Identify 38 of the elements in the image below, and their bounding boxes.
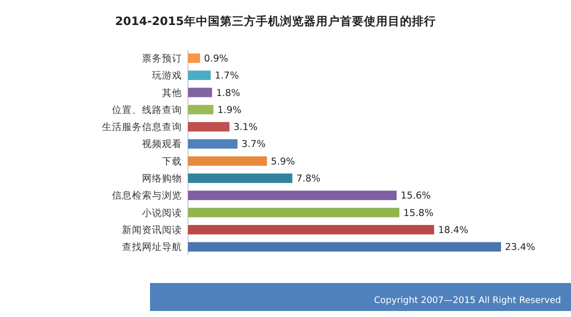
bar [188, 88, 212, 98]
y-tick-label: 其他 [162, 86, 182, 99]
bar [188, 53, 200, 63]
data-label: 5.9% [270, 156, 296, 168]
data-label: 0.9% [204, 53, 228, 64]
data-label: 1.8% [216, 88, 240, 99]
bar [188, 174, 292, 183]
data-label: 7.8% [296, 174, 320, 185]
bar [188, 224, 434, 234]
data-label: 3.7% [241, 139, 266, 150]
y-tick-label: 信息检索与浏览 [112, 190, 182, 202]
bar [188, 104, 214, 114]
y-tick-label: 网络购物 [142, 172, 182, 185]
data-label: 1.9% [217, 104, 242, 116]
data-label: 15.6% [400, 190, 431, 202]
bar [188, 122, 230, 132]
chart-title: 2014-2015年中国第三方手机浏览器用户首要使用目的排行 [115, 14, 436, 28]
y-tick-label: 查找网址导航 [122, 241, 182, 254]
data-label: 23.4% [505, 242, 536, 254]
y-tick-label: 票务预订 [142, 52, 182, 64]
y-tick-label: 视频观看 [142, 138, 182, 150]
data-label: 1.7% [214, 70, 239, 82]
data-label: 3.1% [233, 122, 258, 134]
text: Copyright 2007—2015 All Right Reserved [374, 296, 561, 306]
bar [188, 156, 267, 166]
y-tick-label: 位置、线路查询 [112, 104, 182, 116]
data-label: 15.8% [403, 208, 434, 219]
bar [188, 70, 211, 80]
y-tick-label: 下载 [162, 155, 182, 168]
y-tick-label: 新闻资讯阅读 [122, 224, 182, 236]
bar [188, 242, 501, 252]
bar [188, 190, 397, 200]
y-tick-label: 生活服务信息查询 [102, 121, 182, 134]
data-label: 18.4% [438, 225, 468, 236]
y-tick-label: 玩游戏 [152, 70, 182, 82]
bar [188, 139, 238, 149]
bar [188, 208, 400, 218]
y-tick-label: 小说阅读 [142, 206, 182, 219]
